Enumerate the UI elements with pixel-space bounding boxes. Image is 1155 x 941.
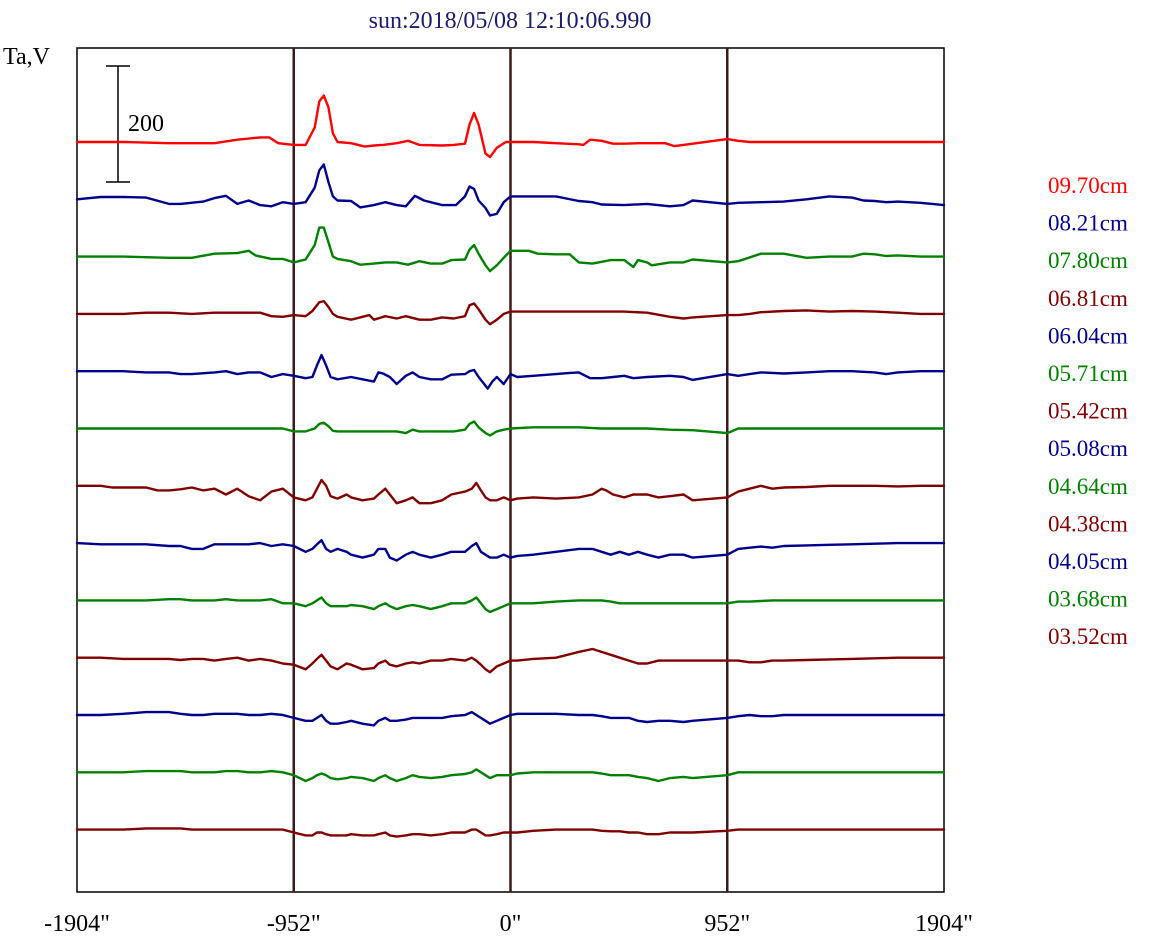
chart-title: sun:2018/05/08 12:10:06.990 <box>369 8 652 34</box>
x-tick-label-0: -1904" <box>44 911 110 937</box>
x-tick-label-4: 1904" <box>915 911 973 937</box>
legend-entry-06.04cm: 06.04cm <box>1048 323 1128 348</box>
legend-entry-05.08cm: 05.08cm <box>1048 436 1128 461</box>
series-line-07.80cm <box>75 226 946 273</box>
legend-entry-05.42cm: 05.42cm <box>1048 399 1128 424</box>
scale-bar: 200 <box>106 65 164 183</box>
legend-entry-04.05cm: 04.05cm <box>1048 549 1128 574</box>
x-tick-label-3: 952" <box>704 911 750 937</box>
series-line-06.04cm <box>75 353 946 390</box>
legend-entry-09.70cm: 09.70cm <box>1048 173 1128 198</box>
scale-bar-label: 200 <box>128 111 164 137</box>
reference-lines <box>292 48 729 892</box>
x-tick-label-2: 0" <box>500 911 522 937</box>
series-line-05.42cm <box>75 478 946 505</box>
x-tick-labels: -1904" -952" 0" 952" 1904" <box>44 911 973 937</box>
legend-entry-03.68cm: 03.68cm <box>1048 587 1128 612</box>
series-line-03.68cm <box>75 768 946 783</box>
y-axis-label: Ta,V <box>3 44 51 70</box>
series-line-05.71cm <box>75 420 946 437</box>
series-line-05.08cm <box>75 539 946 562</box>
series-line-08.21cm <box>75 163 946 217</box>
series-line-09.70cm <box>75 94 946 159</box>
series-line-04.05cm <box>75 710 946 727</box>
legend-entry-03.52cm: 03.52cm <box>1048 624 1128 649</box>
legend-entry-05.71cm: 05.71cm <box>1048 361 1128 386</box>
series-line-03.52cm <box>75 827 946 838</box>
series-line-04.38cm <box>75 647 946 674</box>
series-line-06.81cm <box>75 299 946 326</box>
legend-entry-04.64cm: 04.64cm <box>1048 474 1128 499</box>
x-tick-label-1: -952" <box>267 911 321 937</box>
series-line-04.64cm <box>75 596 946 614</box>
legend: 09.70cm 08.21cm 07.80cm 06.81cm 06.04cm 05.71… <box>1048 173 1128 649</box>
series-layer <box>75 94 946 838</box>
legend-entry-07.80cm: 07.80cm <box>1048 248 1128 273</box>
legend-entry-08.21cm: 08.21cm <box>1048 211 1128 236</box>
legend-entry-06.81cm: 06.81cm <box>1048 286 1128 311</box>
legend-entry-04.38cm: 04.38cm <box>1048 511 1128 536</box>
